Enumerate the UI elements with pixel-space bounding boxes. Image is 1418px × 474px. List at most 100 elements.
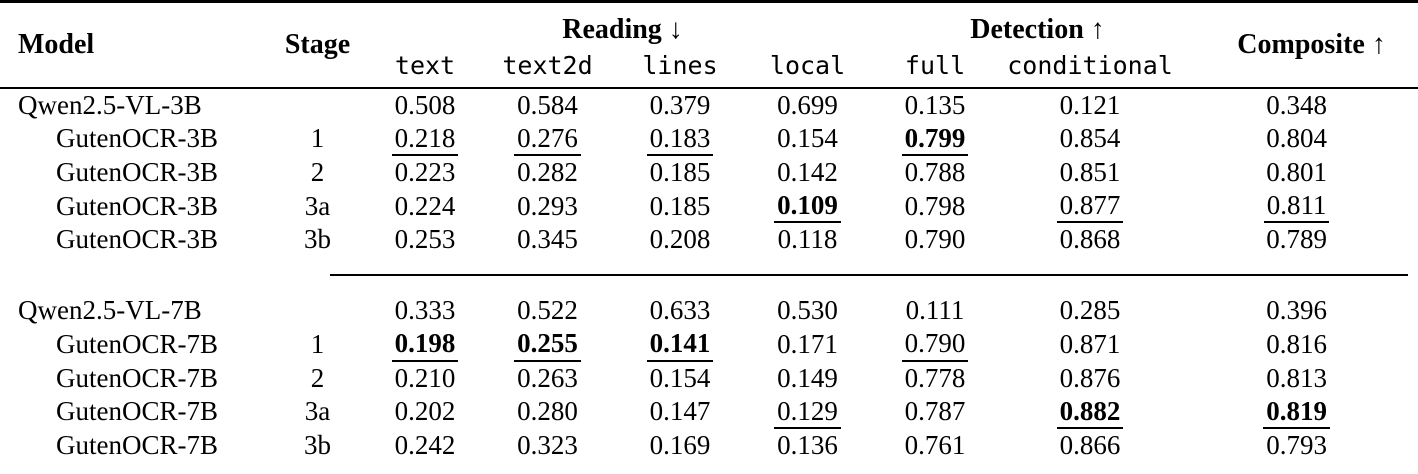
metric-value: 0.169	[649, 429, 711, 460]
stage-cell: 1	[310, 123, 325, 154]
metric-value: 0.154	[777, 123, 838, 154]
cell-text: 0.218	[365, 122, 485, 156]
model-cell: GutenOCR-7B	[56, 362, 218, 393]
cell-composite: 0.789	[1175, 223, 1418, 256]
cell-local: 0.699	[750, 88, 865, 122]
metric-value: 0.285	[1059, 295, 1121, 326]
table-row: GutenOCR-7B 3b 0.242 0.323 0.169 0.136 0.761 0.…	[0, 429, 1418, 462]
metric-value: 0.793	[1266, 429, 1327, 460]
column-group-reading: Reading ↓	[562, 13, 683, 45]
cell-text2d: 0.282	[485, 156, 610, 189]
cell-lines: 0.379	[610, 88, 750, 122]
cell-local: 0.136	[750, 429, 865, 462]
cell-text: 0.333	[365, 294, 485, 327]
cell-text: 0.202	[365, 395, 485, 429]
table-row: GutenOCR-3B 3b 0.253 0.345 0.208 0.118 0.790 0.…	[0, 223, 1418, 256]
cell-local: 0.171	[750, 327, 865, 361]
metric-value: 0.866	[1059, 429, 1121, 460]
cell-local: 0.129	[750, 395, 865, 429]
metric-value: 0.129	[774, 396, 841, 429]
cell-conditional: 0.877	[1005, 189, 1175, 224]
cell-composite: 0.819	[1175, 395, 1418, 429]
cell-conditional: 0.285	[1005, 294, 1175, 327]
stage-cell: 2	[310, 362, 325, 393]
cell-lines: 0.185	[610, 156, 750, 189]
column-header-text: text	[394, 50, 456, 80]
metric-value: 0.379	[649, 89, 711, 120]
model-cell: GutenOCR-3B	[56, 190, 218, 221]
cell-text: 0.223	[365, 156, 485, 189]
cell-conditional: 0.866	[1005, 429, 1175, 462]
cell-composite: 0.813	[1175, 362, 1418, 395]
metric-value: 0.522	[517, 295, 578, 326]
cell-text: 0.198	[365, 327, 485, 362]
cell-full: 0.111	[865, 294, 1005, 327]
cell-local: 0.142	[750, 156, 865, 189]
cell-conditional: 0.121	[1005, 88, 1175, 122]
model-cell: Qwen2.5-VL-7B	[18, 295, 202, 326]
metric-value: 0.136	[777, 429, 838, 460]
table-row: GutenOCR-3B 2 0.223 0.282 0.185 0.142 0.788 0.8…	[0, 156, 1418, 189]
table-row: Qwen2.5-VL-7B 0.333 0.522 0.633 0.530 0.111 0.…	[0, 294, 1418, 327]
metric-value: 0.276	[514, 123, 581, 156]
model-cell: GutenOCR-7B	[56, 429, 218, 460]
metric-value: 0.396	[1266, 295, 1327, 326]
metric-value: 0.255	[514, 329, 581, 362]
metric-value: 0.816	[1266, 328, 1327, 359]
metric-value: 0.185	[649, 156, 711, 187]
cell-full: 0.788	[865, 156, 1005, 189]
metric-value: 0.142	[777, 156, 838, 187]
cell-conditional: 0.871	[1005, 327, 1175, 361]
metric-value: 0.198	[391, 329, 459, 362]
metric-value: 0.877	[1056, 191, 1124, 224]
metric-value: 0.804	[1266, 123, 1327, 154]
cell-full: 0.787	[865, 395, 1005, 429]
metric-value: 0.798	[904, 190, 966, 221]
cell-text: 0.242	[365, 429, 485, 462]
table-body: Qwen2.5-VL-3B 0.508 0.584 0.379 0.699 0.135 0.…	[0, 88, 1418, 474]
model-cell: GutenOCR-3B	[56, 156, 218, 187]
metric-value: 0.118	[777, 224, 838, 255]
table-row: GutenOCR-7B 3a 0.202 0.280 0.147 0.129 0.787 0.…	[0, 395, 1418, 429]
column-header-model: Model	[18, 28, 95, 60]
cell-lines: 0.633	[610, 294, 750, 327]
metric-value: 0.819	[1263, 396, 1330, 429]
stage-cell: 3b	[304, 224, 331, 255]
model-cell: Qwen2.5-VL-3B	[18, 89, 202, 120]
metric-value: 0.293	[517, 190, 578, 221]
cell-full: 0.761	[865, 429, 1005, 462]
metric-value: 0.788	[904, 156, 966, 187]
metric-value: 0.801	[1266, 156, 1327, 187]
metric-value: 0.111	[905, 295, 965, 326]
cell-full: 0.790	[865, 223, 1005, 256]
cell-text2d: 0.345	[485, 223, 610, 256]
table-row: GutenOCR-7B 1 0.198 0.255 0.141 0.171 0.790 0.8…	[0, 327, 1418, 362]
metric-value: 0.778	[904, 362, 966, 393]
cell-text2d: 0.276	[485, 122, 610, 156]
metric-value: 0.790	[901, 329, 969, 362]
cell-text2d: 0.293	[485, 189, 610, 223]
metric-value: 0.242	[394, 429, 456, 460]
metric-value: 0.508	[394, 89, 456, 120]
metric-value: 0.141	[646, 329, 714, 362]
metric-value: 0.202	[394, 396, 456, 427]
cell-full: 0.135	[865, 88, 1005, 122]
metric-value: 0.584	[517, 89, 578, 120]
metric-value: 0.149	[777, 362, 838, 393]
stage-cell	[270, 294, 365, 327]
cell-composite: 0.396	[1175, 294, 1418, 327]
model-cell: GutenOCR-7B	[56, 396, 218, 427]
cell-local: 0.149	[750, 362, 865, 395]
cell-text2d: 0.323	[485, 429, 610, 462]
metric-value: 0.280	[517, 396, 578, 427]
cell-text: 0.210	[365, 362, 485, 395]
table-header: Model Stage Reading ↓ Detection ↑ Compos…	[0, 2, 1418, 88]
metric-value: 0.223	[394, 156, 456, 187]
cell-text2d: 0.522	[485, 294, 610, 327]
group-divider-row	[0, 256, 1418, 294]
cell-conditional: 0.882	[1005, 395, 1175, 429]
column-header-local: local	[769, 50, 846, 80]
cell-lines: 0.183	[610, 122, 750, 156]
